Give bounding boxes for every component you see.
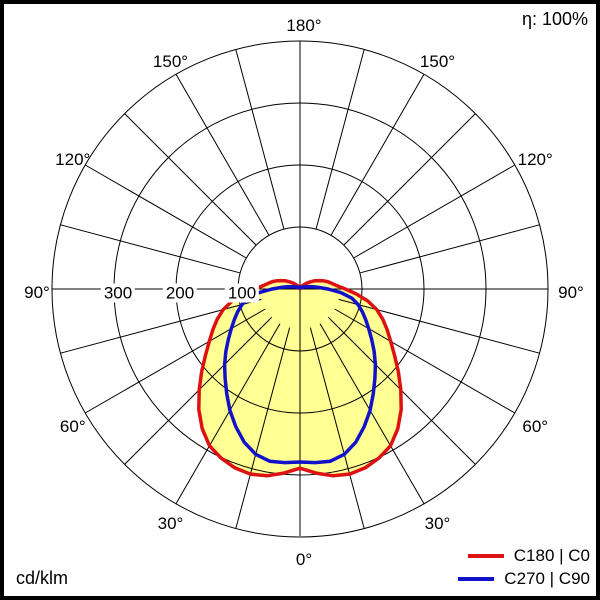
curve-c0-c180 (197, 278, 403, 478)
grid-spoke (359, 224, 540, 274)
grid-spoke (124, 113, 257, 246)
efficiency-label: η: 100% (521, 9, 588, 29)
legend: C180 | C0 C270 | C90 (458, 546, 590, 589)
legend-label-c90: C270 | C90 (504, 569, 590, 588)
grid-spoke (235, 327, 291, 529)
grid-spoke (60, 298, 262, 354)
legend-label-c0: C180 | C0 (513, 546, 590, 565)
grid-spoke (315, 49, 365, 230)
grid-spoke (338, 298, 540, 354)
curve-c90-c270 (222, 284, 378, 465)
unit-label: cd/klm (16, 568, 69, 588)
grid-spoke (175, 323, 281, 505)
grid-spoke (353, 164, 516, 259)
legend-item-c0: C180 | C0 (467, 546, 590, 566)
grid-spoke (235, 49, 285, 230)
polar-chart (51, 40, 549, 538)
legend-line-red-icon (467, 554, 504, 558)
legend-item-c90: C270 | C90 (458, 569, 590, 589)
grid-spoke (334, 308, 516, 414)
grid-spoke (330, 73, 425, 236)
grid-spoke (175, 73, 270, 236)
legend-line-blue-icon (458, 577, 495, 581)
grid-spoke (309, 327, 365, 529)
grid-spoke (84, 164, 247, 259)
grid-spoke (319, 323, 425, 505)
grid-spoke (84, 308, 266, 414)
grid-spoke (60, 224, 241, 274)
grid-spoke (343, 113, 476, 246)
